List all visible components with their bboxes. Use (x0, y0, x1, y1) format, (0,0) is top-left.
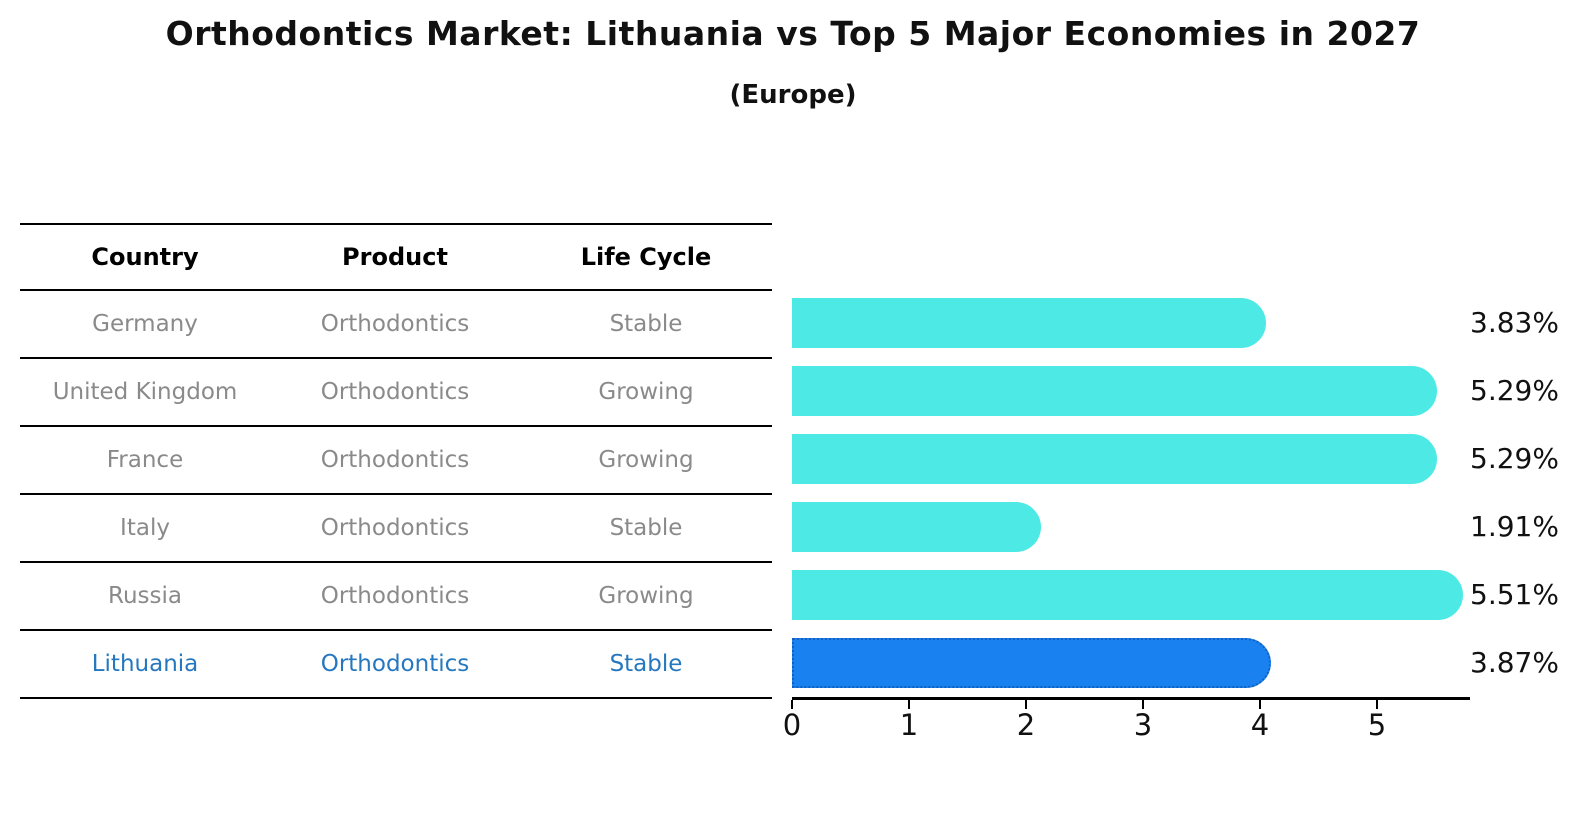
table-cell-country: Lithuania (91, 651, 199, 677)
bar-row-united-kingdom (792, 357, 1470, 425)
bar-lithuania (792, 638, 1271, 688)
table-cell-life-cycle: Stable (609, 515, 683, 541)
bar-italy (792, 502, 1041, 552)
table-row-italy: Italy Orthodontics Stable (20, 495, 772, 563)
table-cell-life-cycle: Stable (609, 651, 683, 677)
country-table: Country Product Life Cycle Germany Orthod… (20, 223, 772, 699)
table-header-product: Product (342, 243, 448, 271)
table-cell-product: Orthodontics (320, 379, 470, 405)
bar-value-labels: 3.83% 5.29% 5.29% 1.91% 5.51% 3.87% (1468, 289, 1586, 697)
table-cell-life-cycle: Growing (598, 379, 694, 405)
table-cell-country: Russia (108, 583, 182, 609)
x-tick (1376, 700, 1378, 709)
x-tick (1025, 700, 1027, 709)
table-cell-product: Orthodontics (320, 651, 470, 677)
bar-france (792, 434, 1437, 484)
x-tick-label: 5 (1367, 708, 1387, 742)
table-cell-life-cycle: Growing (598, 447, 694, 473)
table-cell-product: Orthodontics (320, 583, 470, 609)
bar-value-label: 1.91% (1470, 510, 1559, 543)
x-tick (1142, 700, 1144, 709)
table-cell-life-cycle: Growing (598, 583, 694, 609)
table-row-united-kingdom: United Kingdom Orthodontics Growing (20, 359, 772, 427)
bar-united-kingdom (792, 366, 1437, 416)
x-axis-line (792, 697, 1470, 700)
x-tick (791, 700, 793, 709)
bar-germany (792, 298, 1266, 348)
chart-title: Orthodontics Market: Lithuania vs Top 5 … (165, 14, 1421, 53)
chart-subtitle: (Europe) (729, 80, 857, 110)
table-cell-product: Orthodontics (320, 311, 470, 337)
table-cell-country: France (106, 447, 184, 473)
bar-value-label: 3.87% (1470, 646, 1559, 679)
bar-row-lithuania (792, 629, 1470, 697)
table-cell-country: Germany (92, 311, 198, 337)
table-header-country: Country (91, 243, 199, 271)
bar-value-label: 5.29% (1470, 374, 1559, 407)
x-tick (1259, 700, 1261, 709)
bar-value-label: 5.29% (1470, 442, 1559, 475)
table-cell-country: Italy (120, 515, 170, 541)
bar-row-italy (792, 493, 1470, 561)
x-tick-label: 3 (1133, 708, 1153, 742)
x-tick-label: 4 (1250, 708, 1270, 742)
table-cell-country: United Kingdom (52, 379, 238, 405)
bar-row-russia (792, 561, 1470, 629)
table-row-russia: Russia Orthodontics Growing (20, 563, 772, 631)
x-tick-label: 1 (899, 708, 919, 742)
x-tick-label: 0 (782, 708, 802, 742)
bar-russia (792, 570, 1463, 620)
bar-row-germany (792, 289, 1470, 357)
table-row-germany: Germany Orthodontics Stable (20, 291, 772, 359)
table-cell-product: Orthodontics (320, 515, 470, 541)
bar-row-france (792, 425, 1470, 493)
bar-plot-area (792, 289, 1470, 697)
bar-value-label: 5.51% (1470, 578, 1559, 611)
table-body: Germany Orthodontics Stable United Kingdom O… (20, 291, 772, 699)
table-header-lifecycle: Life Cycle (580, 243, 712, 271)
x-tick (908, 700, 910, 709)
table-cell-product: Orthodontics (320, 447, 470, 473)
table-header-row: Country Product Life Cycle (20, 223, 772, 291)
x-tick-label: 2 (1016, 708, 1036, 742)
table-row-lithuania: Lithuania Orthodontics Stable (20, 631, 772, 699)
table-row-france: France Orthodontics Growing (20, 427, 772, 495)
table-cell-life-cycle: Stable (609, 311, 683, 337)
bar-value-label: 3.83% (1470, 306, 1559, 339)
